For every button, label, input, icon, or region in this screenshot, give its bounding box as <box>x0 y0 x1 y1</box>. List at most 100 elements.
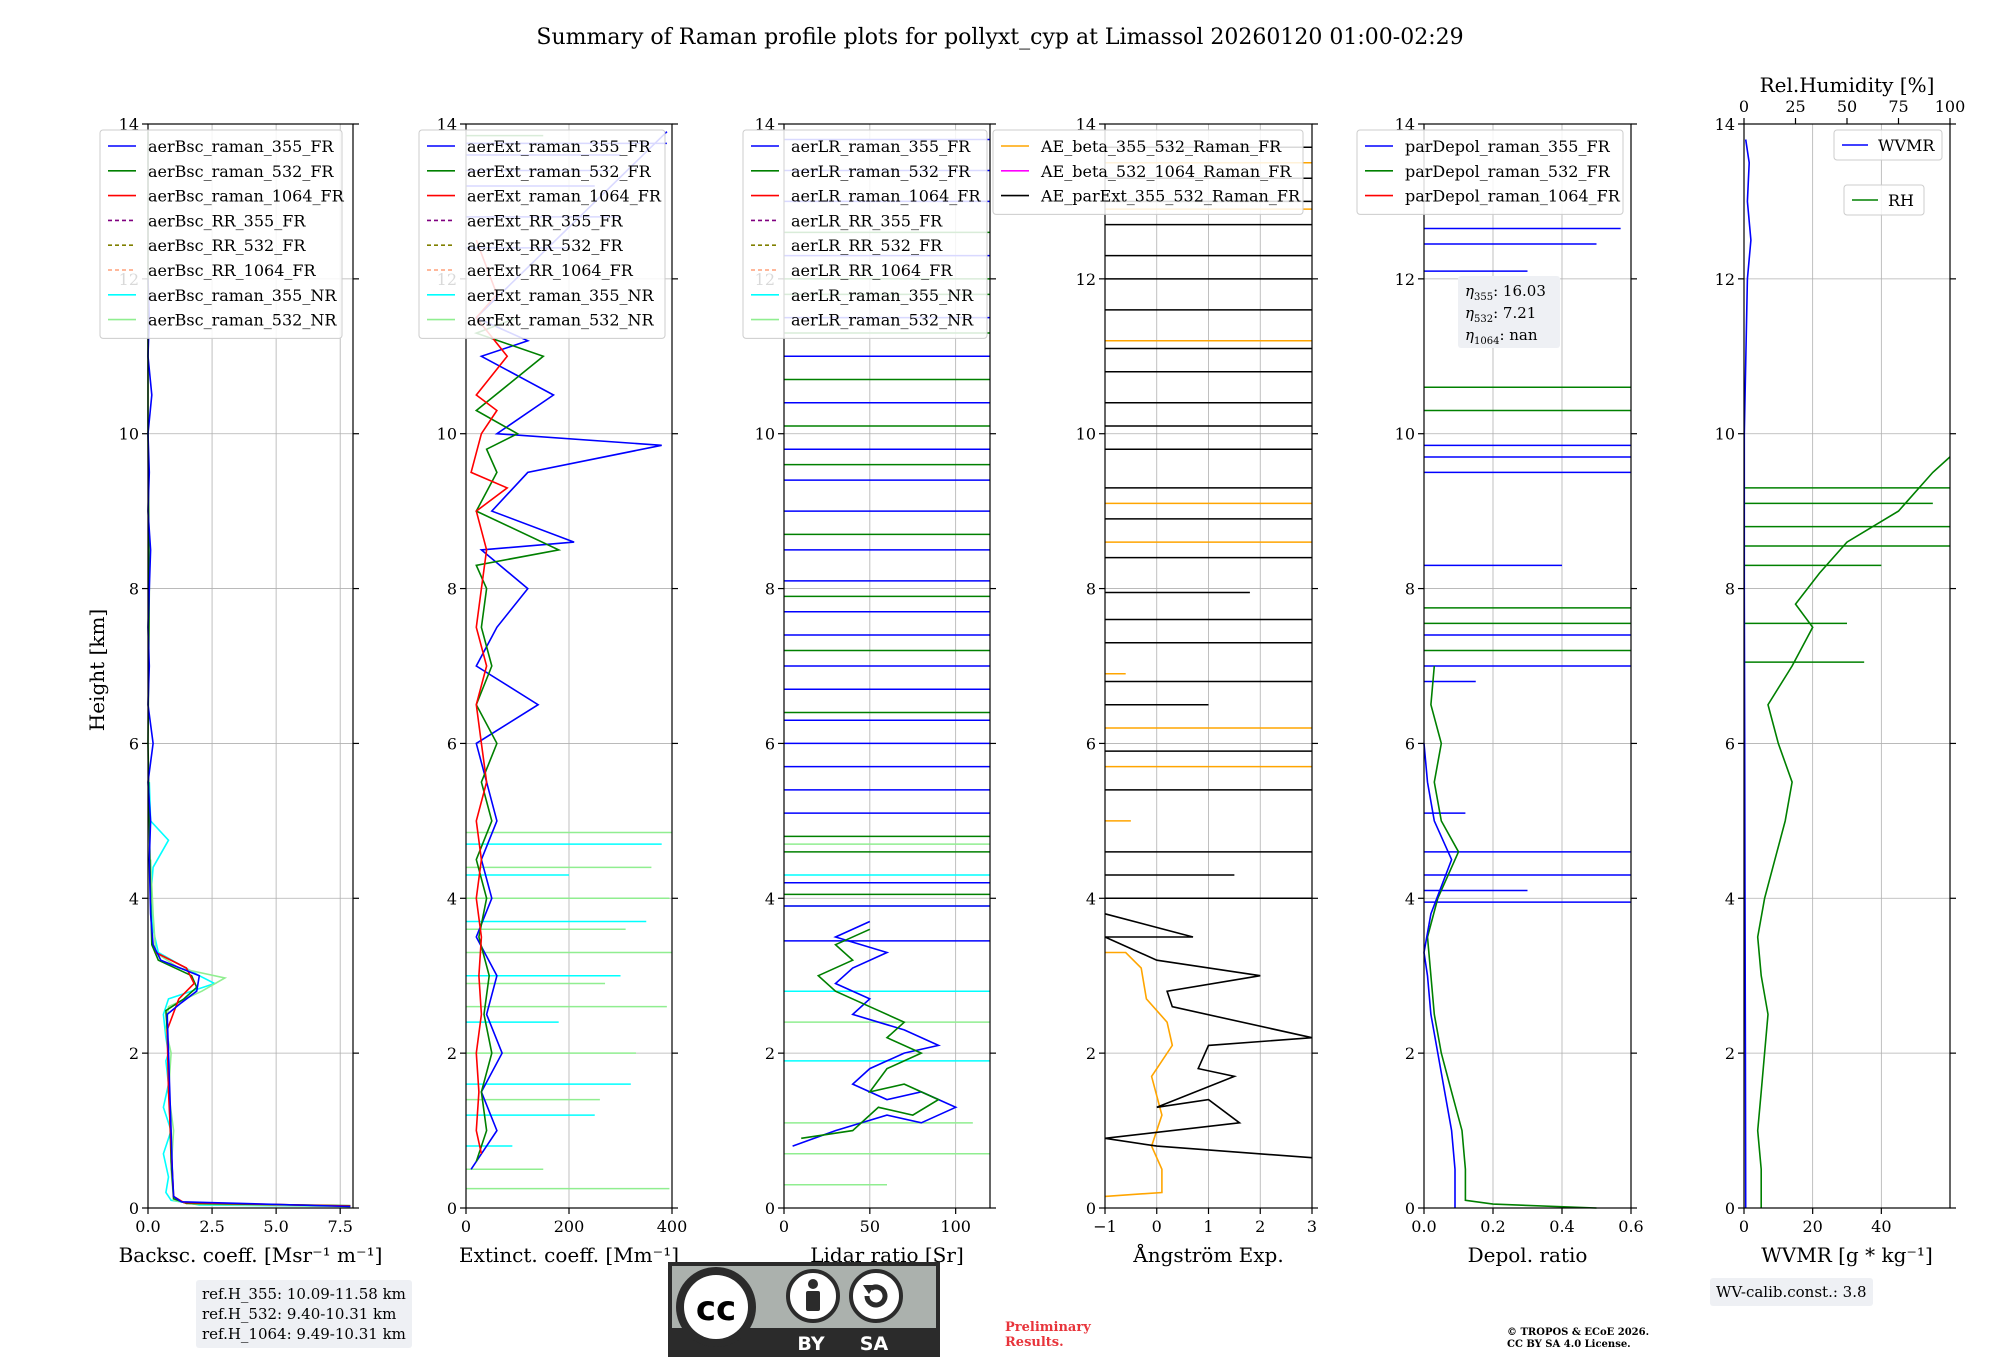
axes-frame <box>465 123 673 1209</box>
x-tick-label: 20 <box>1802 1217 1822 1236</box>
y-tick-label: 6 <box>1086 734 1096 753</box>
x-tick-label: 50 <box>860 1217 880 1236</box>
x-axis-label: Ångström Exp. <box>1132 1242 1283 1267</box>
legend-label-aerBsc_raman_355_FR: aerBsc_raman_355_FR <box>148 137 334 156</box>
x-axis-label: WVMR [g * kg⁻¹] <box>1761 1243 1933 1267</box>
sa-arrow-head <box>863 1285 875 1294</box>
by-person-body <box>806 1291 820 1311</box>
y-tick-label: 10 <box>755 425 775 444</box>
y-tick-label: 14 <box>1715 115 1735 134</box>
legend-label-aerExt_raman_532_FR: aerExt_raman_532_FR <box>467 162 652 181</box>
legend-label-aerExt_raman_355_NR: aerExt_raman_355_NR <box>467 286 655 305</box>
legend-label-aerExt_RR_1064_FR: aerExt_RR_1064_FR <box>467 261 634 280</box>
top-x-tick-label: 100 <box>1935 97 1966 116</box>
ref-height-1064: ref.H_1064: 9.49-10.31 km <box>202 1325 406 1343</box>
preliminary-results-note: Preliminary Results. <box>1005 1320 1091 1350</box>
legend-label-parDepol_raman_1064_FR: parDepol_raman_1064_FR <box>1405 187 1621 206</box>
sa-share-alike-icon <box>849 1269 903 1323</box>
wv-calibration-constant: WV-calib.const.: 3.8 <box>1716 1283 1867 1301</box>
x-tick-label: 0 <box>1739 1217 1749 1236</box>
y-tick-label: 0 <box>1086 1199 1096 1218</box>
legend-label-aerLR_RR_532_FR: aerLR_RR_532_FR <box>791 236 943 255</box>
x-tick-label: 1 <box>1203 1217 1213 1236</box>
eta-532: η532: 7.21 <box>1465 304 1536 325</box>
series-aerBsc_raman_1064_FR <box>155 951 351 1207</box>
y-axis-label: Height [km] <box>85 609 109 731</box>
y-tick-label: 8 <box>1725 580 1735 599</box>
y-tick-label: 0 <box>129 1199 139 1218</box>
y-tick-label: 2 <box>1725 1044 1735 1063</box>
figure-title: Summary of Raman profile plots for polly… <box>536 25 1463 50</box>
legend-label-aerLR_raman_355_NR: aerLR_raman_355_NR <box>791 286 974 305</box>
legend-box <box>418 129 666 339</box>
legend-label-aerLR_RR_1064_FR: aerLR_RR_1064_FR <box>791 261 953 280</box>
y-tick-label: 10 <box>1076 425 1096 444</box>
y-tick-label: 6 <box>447 734 457 753</box>
legend-box <box>742 129 988 339</box>
axes-frame <box>147 123 354 1209</box>
y-tick-label: 14 <box>119 115 139 134</box>
x-tick-label: 0.2 <box>1480 1217 1505 1236</box>
panel-ext: 024681012140200400Extinct. coeff. [Mm⁻¹]… <box>418 115 687 1267</box>
series-parDepol_raman_532_FR <box>1426 665 1597 1209</box>
legend-label-aerLR_raman_532_FR: aerLR_raman_532_FR <box>791 162 971 181</box>
results-line: Results. <box>1005 1335 1064 1350</box>
legend-label-aerBsc_raman_1064_FR: aerBsc_raman_1064_FR <box>148 187 345 206</box>
y-tick-label: 14 <box>1076 115 1096 134</box>
x-tick-label: 0 <box>1152 1217 1162 1236</box>
legend-label-RH: RH <box>1888 191 1914 210</box>
y-tick-label: 2 <box>129 1044 139 1063</box>
x-tick-label: 0.6 <box>1618 1217 1643 1236</box>
series-parDepol_raman_355_FR <box>1423 743 1456 1208</box>
x-tick-label: 0.4 <box>1549 1217 1574 1236</box>
y-tick-label: 0 <box>1725 1199 1735 1218</box>
legend-label-aerLR_raman_1064_FR: aerLR_raman_1064_FR <box>791 187 981 206</box>
y-tick-label: 6 <box>765 734 775 753</box>
legend-label-AE_beta_355_532_Raman_FR: AE_beta_355_532_Raman_FR <box>1040 137 1282 156</box>
y-tick-label: 4 <box>765 889 775 908</box>
legend-label-AE_beta_532_1064_Raman_FR: AE_beta_532_1064_Raman_FR <box>1040 162 1292 181</box>
series-RH <box>1756 456 1951 1208</box>
y-tick-label: 10 <box>1395 425 1415 444</box>
series-WVMR <box>1743 139 1752 1209</box>
x-axis-label: Backsc. coeff. [Msr⁻¹ m⁻¹] <box>119 1243 383 1267</box>
y-tick-label: 12 <box>1395 270 1415 289</box>
series-aerExt_raman_1064_FR <box>470 239 509 1154</box>
x-axis-label: Depol. ratio <box>1468 1243 1588 1267</box>
x-axis-label: Extinct. coeff. [Mm⁻¹] <box>459 1243 679 1267</box>
sa-arrow-arc <box>864 1284 888 1308</box>
top-x-tick-label: 0 <box>1739 97 1749 116</box>
y-tick-label: 6 <box>129 734 139 753</box>
legend-label-aerLR_raman_355_FR: aerLR_raman_355_FR <box>791 137 971 156</box>
x-tick-label: 2 <box>1255 1217 1265 1236</box>
x-tick-label: 0 <box>461 1217 471 1236</box>
cc-logo-text: cc <box>696 1289 736 1329</box>
y-tick-label: 6 <box>1405 734 1415 753</box>
series-aerBsc_raman_532_NR <box>149 859 351 1208</box>
eta-355: η355: 16.03 <box>1465 282 1546 303</box>
y-tick-label: 2 <box>765 1044 775 1063</box>
legend-box <box>99 129 343 339</box>
legend-label-aerExt_raman_1064_FR: aerExt_raman_1064_FR <box>467 187 662 206</box>
legend-label-aerBsc_raman_355_NR: aerBsc_raman_355_NR <box>148 286 337 305</box>
series-aerExt_raman_355_FR <box>470 131 668 1170</box>
ref-height-532: ref.H_532: 9.40-10.31 km <box>202 1305 397 1323</box>
y-tick-label: 4 <box>447 889 457 908</box>
ref-height-355: ref.H_355: 10.09-11.58 km <box>202 1285 406 1303</box>
legend-box-RH <box>1843 184 1925 216</box>
y-tick-label: 4 <box>1405 889 1415 908</box>
y-tick-label: 4 <box>129 889 139 908</box>
legend-label-aerBsc_RR_1064_FR: aerBsc_RR_1064_FR <box>148 261 317 280</box>
y-tick-label: 2 <box>1405 1044 1415 1063</box>
copyright-note: © TROPOS & ECoE 2026. CC BY SA 4.0 Licen… <box>1507 1327 1649 1351</box>
y-tick-label: 10 <box>119 425 139 444</box>
y-tick-label: 14 <box>1395 115 1415 134</box>
series-aerExt_raman_532_FR <box>473 316 562 1162</box>
y-tick-label: 8 <box>129 580 139 599</box>
axes-frame <box>783 123 991 1209</box>
axes-frame <box>1104 123 1313 1209</box>
